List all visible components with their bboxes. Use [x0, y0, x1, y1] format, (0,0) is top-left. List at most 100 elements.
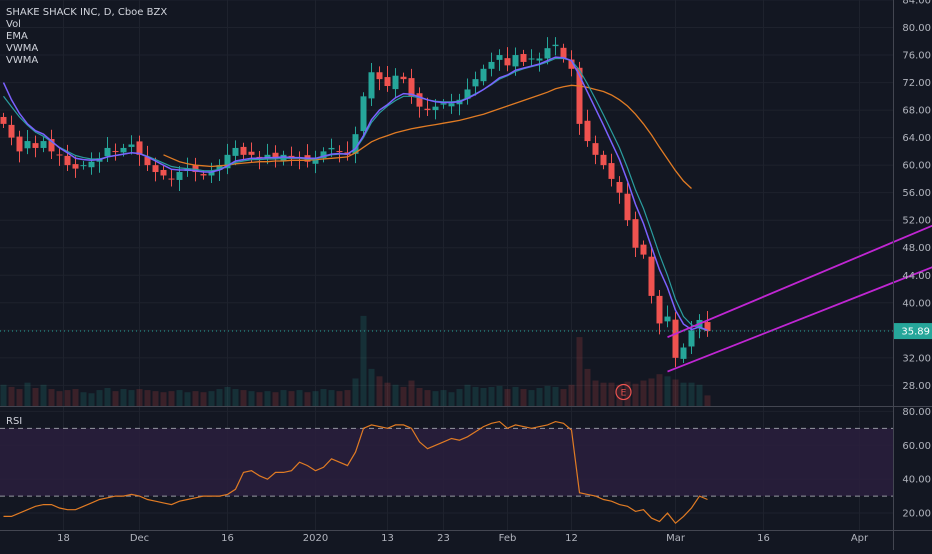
volume-bar — [705, 395, 711, 406]
candle-body — [529, 58, 535, 59]
volume-bar — [529, 390, 535, 406]
volume-bar — [609, 383, 615, 406]
candle-body — [393, 76, 399, 89]
time-axis-label: 2020 — [303, 533, 328, 544]
candle-body — [9, 125, 15, 138]
volume-bar — [497, 386, 503, 406]
candle-body — [385, 77, 391, 86]
candle-body — [153, 165, 159, 172]
volume-bar — [17, 389, 23, 406]
volume-bar — [201, 392, 207, 406]
volume-bar — [353, 378, 359, 406]
candle-body — [617, 182, 623, 193]
volume-bar — [305, 392, 311, 406]
candle-body — [241, 147, 247, 155]
volume-bar — [257, 392, 263, 406]
volume-bar — [393, 385, 399, 406]
candle-body — [681, 348, 687, 359]
volume-bar — [657, 374, 663, 406]
candle-body — [65, 156, 71, 165]
time-axis-label: 12 — [565, 533, 578, 544]
volume-bar — [145, 390, 151, 406]
candle-body — [361, 96, 367, 131]
volume-bar — [329, 390, 335, 406]
price-axis-label: 60.00 — [902, 161, 931, 172]
candle-body — [73, 164, 79, 168]
price-axis-label: 84.00 — [902, 0, 931, 7]
volume-bar — [433, 391, 439, 406]
volume-bar — [193, 391, 199, 406]
volume-bar — [641, 381, 647, 406]
candle-body — [401, 77, 407, 79]
volume-bar — [489, 387, 495, 406]
candle-body — [25, 141, 31, 148]
volume-bar — [345, 390, 351, 406]
volume-bar — [601, 383, 607, 406]
volume-bar — [281, 390, 287, 406]
candle-body — [177, 172, 183, 180]
rsi-axis-label: 60.00 — [902, 441, 931, 452]
candle-body — [33, 143, 39, 148]
volume-bar — [249, 391, 255, 406]
candle-body — [425, 109, 431, 110]
volume-bar — [41, 385, 47, 406]
candle-body — [105, 148, 111, 156]
price-axis-label: 76.00 — [902, 51, 931, 62]
time-axis-label: 13 — [381, 533, 394, 544]
volume-bar — [521, 389, 527, 406]
candle-body — [369, 72, 375, 98]
volume-bar — [409, 381, 415, 406]
volume-bar — [689, 383, 695, 406]
legend-vwma-1: VWMA — [6, 43, 167, 55]
volume-bar — [449, 392, 455, 406]
volume-bar — [505, 389, 511, 406]
candle-body — [625, 194, 631, 220]
candle-body — [497, 55, 503, 60]
price-axis-label: 44.00 — [902, 271, 931, 282]
candle-body — [169, 179, 175, 180]
volume-bar — [89, 393, 95, 406]
candle-body — [329, 148, 335, 149]
candle-body — [337, 151, 343, 152]
candle-body — [377, 72, 383, 79]
price-axis-label: 52.00 — [902, 216, 931, 227]
volume-bar — [633, 384, 639, 406]
candle-body — [201, 174, 207, 175]
price-axis-label: 80.00 — [902, 23, 931, 34]
candle-body — [121, 148, 127, 152]
candle-body — [417, 93, 423, 106]
volume-bar — [169, 391, 175, 406]
volume-bar — [9, 387, 15, 406]
candle-body — [585, 121, 591, 141]
time-axis-label: Apr — [851, 533, 869, 544]
price-axis-label: 68.00 — [902, 106, 931, 117]
candle-body — [545, 48, 551, 58]
volume-bar — [321, 389, 327, 406]
candle-body — [233, 148, 239, 156]
candle-body — [513, 55, 519, 66]
volume-bar — [225, 387, 231, 406]
volume-bar — [241, 390, 247, 406]
volume-bar — [217, 389, 223, 406]
volume-bar — [25, 383, 31, 406]
volume-bar — [129, 390, 135, 406]
price-axis-label: 72.00 — [902, 78, 931, 89]
candle-body — [481, 69, 487, 81]
volume-bar — [121, 389, 127, 406]
candle-body — [609, 163, 615, 179]
volume-bar — [137, 389, 143, 406]
price-axis-label: 64.00 — [902, 133, 931, 144]
candle-body — [689, 330, 695, 346]
volume-bar — [649, 378, 655, 406]
candle-body — [249, 152, 255, 155]
volume-bar — [1, 385, 7, 406]
candle-body — [649, 257, 655, 296]
candle-body — [601, 155, 607, 165]
candle-body — [657, 296, 663, 324]
volume-bar — [593, 381, 599, 406]
volume-bar — [185, 392, 191, 406]
price-axis-label: 32.00 — [902, 353, 931, 364]
time-axis-label: Dec — [130, 533, 149, 544]
